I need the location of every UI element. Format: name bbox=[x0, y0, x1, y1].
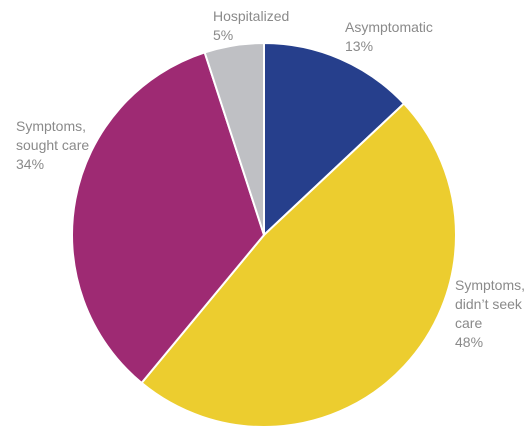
slice-category-label: Symptoms, bbox=[16, 118, 86, 134]
slice-category-label: Asymptomatic bbox=[345, 19, 433, 35]
pie-slices bbox=[71, 41, 457, 428]
pie-labels: Asymptomatic 13% Symptoms, didn’t seek care 4… bbox=[16, 8, 525, 350]
pie-slice-hospitalized bbox=[203, 41, 265, 236]
slice-label-hospitalized: Hospitalized 5% bbox=[213, 8, 289, 43]
slice-category-label: care bbox=[455, 315, 482, 331]
pie-slice-symptoms-didn-t-seek-care bbox=[140, 102, 457, 428]
slice-category-label: Symptoms, bbox=[455, 277, 525, 293]
slice-value-label: 13% bbox=[345, 38, 373, 54]
pie-slice-symptoms-sought-care bbox=[71, 51, 266, 385]
slice-label-symptoms-sought-care: Symptoms, sought care 34% bbox=[16, 118, 89, 172]
slice-label-symptoms-didn-t-seek-care: Symptoms, didn’t seek care 48% bbox=[455, 277, 525, 350]
slice-category-label: didn’t seek bbox=[455, 296, 523, 312]
pie-slice-asymptomatic bbox=[263, 41, 406, 238]
slice-value-label: 5% bbox=[213, 27, 233, 43]
slice-value-label: 34% bbox=[16, 156, 44, 172]
slice-value-label: 48% bbox=[455, 334, 483, 350]
slice-label-asymptomatic: Asymptomatic 13% bbox=[345, 19, 433, 54]
slice-category-label: sought care bbox=[16, 137, 89, 153]
slice-category-label: Hospitalized bbox=[213, 8, 289, 24]
